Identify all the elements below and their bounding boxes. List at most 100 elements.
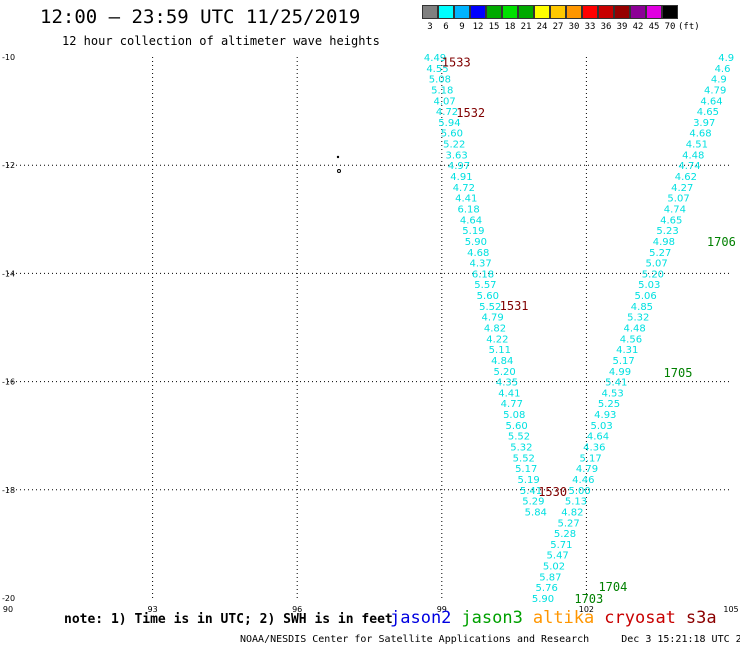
swh-value: 5.60: [505, 421, 527, 432]
swh-value: 5.20: [493, 367, 515, 378]
swh-value: 4.64: [587, 432, 609, 443]
legend-label-6: 21: [520, 22, 532, 32]
swh-value: 4.9: [718, 53, 734, 64]
swh-value: 5.19: [462, 226, 484, 237]
swh-value: 5.08: [429, 75, 451, 86]
swh-value: 4.6: [715, 64, 731, 75]
swh-value: 4.79: [576, 464, 598, 475]
swh-value: 5.20: [642, 269, 664, 280]
time-label: 1532: [456, 106, 485, 120]
legend-label-9: 30: [568, 22, 580, 32]
legend-swatch-14: [646, 5, 662, 19]
legend-swatch-11: [598, 5, 614, 19]
satellite-cryosat: cryosat: [604, 608, 676, 628]
satellite-jason3: jason3: [461, 608, 523, 628]
swh-value: 5.90: [532, 594, 554, 605]
swh-value: 4.82: [484, 324, 506, 335]
color-legend-labels: 3 6 9 12 15 18 21 24 27 30 33 36 39 42 45 70 (ft): [422, 22, 700, 32]
legend-label-11: 36: [600, 22, 612, 32]
swh-value: 5.13: [565, 497, 587, 508]
legend-swatch-1: [438, 5, 454, 19]
legend-label-10: 33: [584, 22, 596, 32]
swh-value: 5.03: [590, 421, 612, 432]
swh-value: 5.25: [598, 399, 620, 410]
y-tick-label: -14: [2, 269, 15, 278]
swh-value: 3.97: [693, 118, 715, 129]
swh-value: 5.71: [550, 540, 572, 551]
x-tick-label: 102: [579, 605, 594, 614]
swh-value: 5.32: [510, 443, 532, 454]
swh-value: 4.77: [501, 399, 523, 410]
swh-value: 4.41: [498, 388, 520, 399]
time-label: 1533: [442, 55, 471, 69]
swh-value: 4.97: [448, 161, 470, 172]
swh-value: 4.36: [583, 443, 605, 454]
time-label: 1704: [598, 580, 627, 594]
swh-value: 4.65: [660, 215, 682, 226]
swh-value: 4.48: [623, 324, 645, 335]
legend-label-14: 45: [648, 22, 660, 32]
legend-swatch-9: [566, 5, 582, 19]
swh-value: 3.63: [446, 150, 468, 161]
swh-value: 5.41: [605, 378, 627, 389]
swh-value: 4.31: [616, 345, 638, 356]
legend-label-3: 12: [472, 22, 484, 32]
legend-label-0: 3: [427, 22, 433, 32]
island-marker: [336, 155, 340, 159]
swh-value: 5.47: [547, 551, 569, 562]
time-label: 1530: [538, 485, 567, 499]
swh-value: 4.79: [704, 85, 726, 96]
swh-value: 4.49: [424, 53, 446, 64]
legend-label-1: 6: [443, 22, 449, 32]
swh-value: 5.32: [627, 313, 649, 324]
credit-text: NOAA/NESDIS Center for Satellite Applica…: [240, 634, 590, 645]
swh-value: 5.27: [558, 518, 580, 529]
swh-value: 4.9: [711, 75, 727, 86]
time-label: 1703: [574, 592, 603, 606]
legend-swatch-12: [614, 5, 630, 19]
swh-value: 5.52: [508, 432, 530, 443]
swh-value: 5.17: [515, 464, 537, 475]
swh-value: 4.84: [491, 356, 513, 367]
swh-value: 5.41: [520, 486, 542, 497]
swh-value: 6.18: [457, 204, 479, 215]
swh-value: 5.08: [503, 410, 525, 421]
satellite-legend: jason2 jason3 altika cryosat s3a: [390, 608, 727, 628]
legend-swatch-3: [470, 5, 486, 19]
x-tick-label: 99: [437, 605, 447, 614]
legend-label-16: (ft): [678, 22, 700, 32]
legend-swatch-7: [534, 5, 550, 19]
footer-note: note: 1) Time is in UTC; 2) SWH is in fe…: [64, 612, 393, 627]
time-label: 1705: [664, 366, 693, 380]
swh-value: 4.68: [467, 248, 489, 259]
x-tick-label: 96: [292, 605, 302, 614]
color-legend-bar: [422, 5, 678, 19]
swh-value: 4.27: [671, 183, 693, 194]
swh-value: 5.03: [638, 280, 660, 291]
legend-label-12: 39: [616, 22, 628, 32]
swh-value: 4.37: [469, 259, 491, 270]
swh-value: 5.84: [525, 507, 547, 518]
map-subtitle: 12 hour collection of altimeter wave hei…: [62, 34, 380, 48]
legend-label-2: 9: [459, 22, 465, 32]
swh-value: 4.07: [434, 96, 456, 107]
y-tick-label: -20: [2, 594, 15, 603]
swh-value: 5.52: [513, 453, 535, 464]
swh-value: 4.98: [653, 237, 675, 248]
swh-value: 4.93: [594, 410, 616, 421]
legend-label-7: 24: [536, 22, 548, 32]
swh-value: 4.64: [700, 96, 722, 107]
time-label: 1706: [707, 235, 736, 249]
legend-swatch-4: [486, 5, 502, 19]
swh-value: 5.90: [465, 237, 487, 248]
swh-value: 4.72: [453, 183, 475, 194]
legend-swatch-15: [662, 5, 678, 19]
swh-value: 5.00: [569, 486, 591, 497]
legend-swatch-2: [454, 5, 470, 19]
swh-value: 4.48: [682, 150, 704, 161]
y-tick-label: -16: [2, 378, 15, 387]
swh-value: 4.74: [678, 161, 700, 172]
swh-value: 5.57: [474, 280, 496, 291]
time-label: 1531: [500, 299, 529, 313]
legend-label-4: 15: [488, 22, 500, 32]
